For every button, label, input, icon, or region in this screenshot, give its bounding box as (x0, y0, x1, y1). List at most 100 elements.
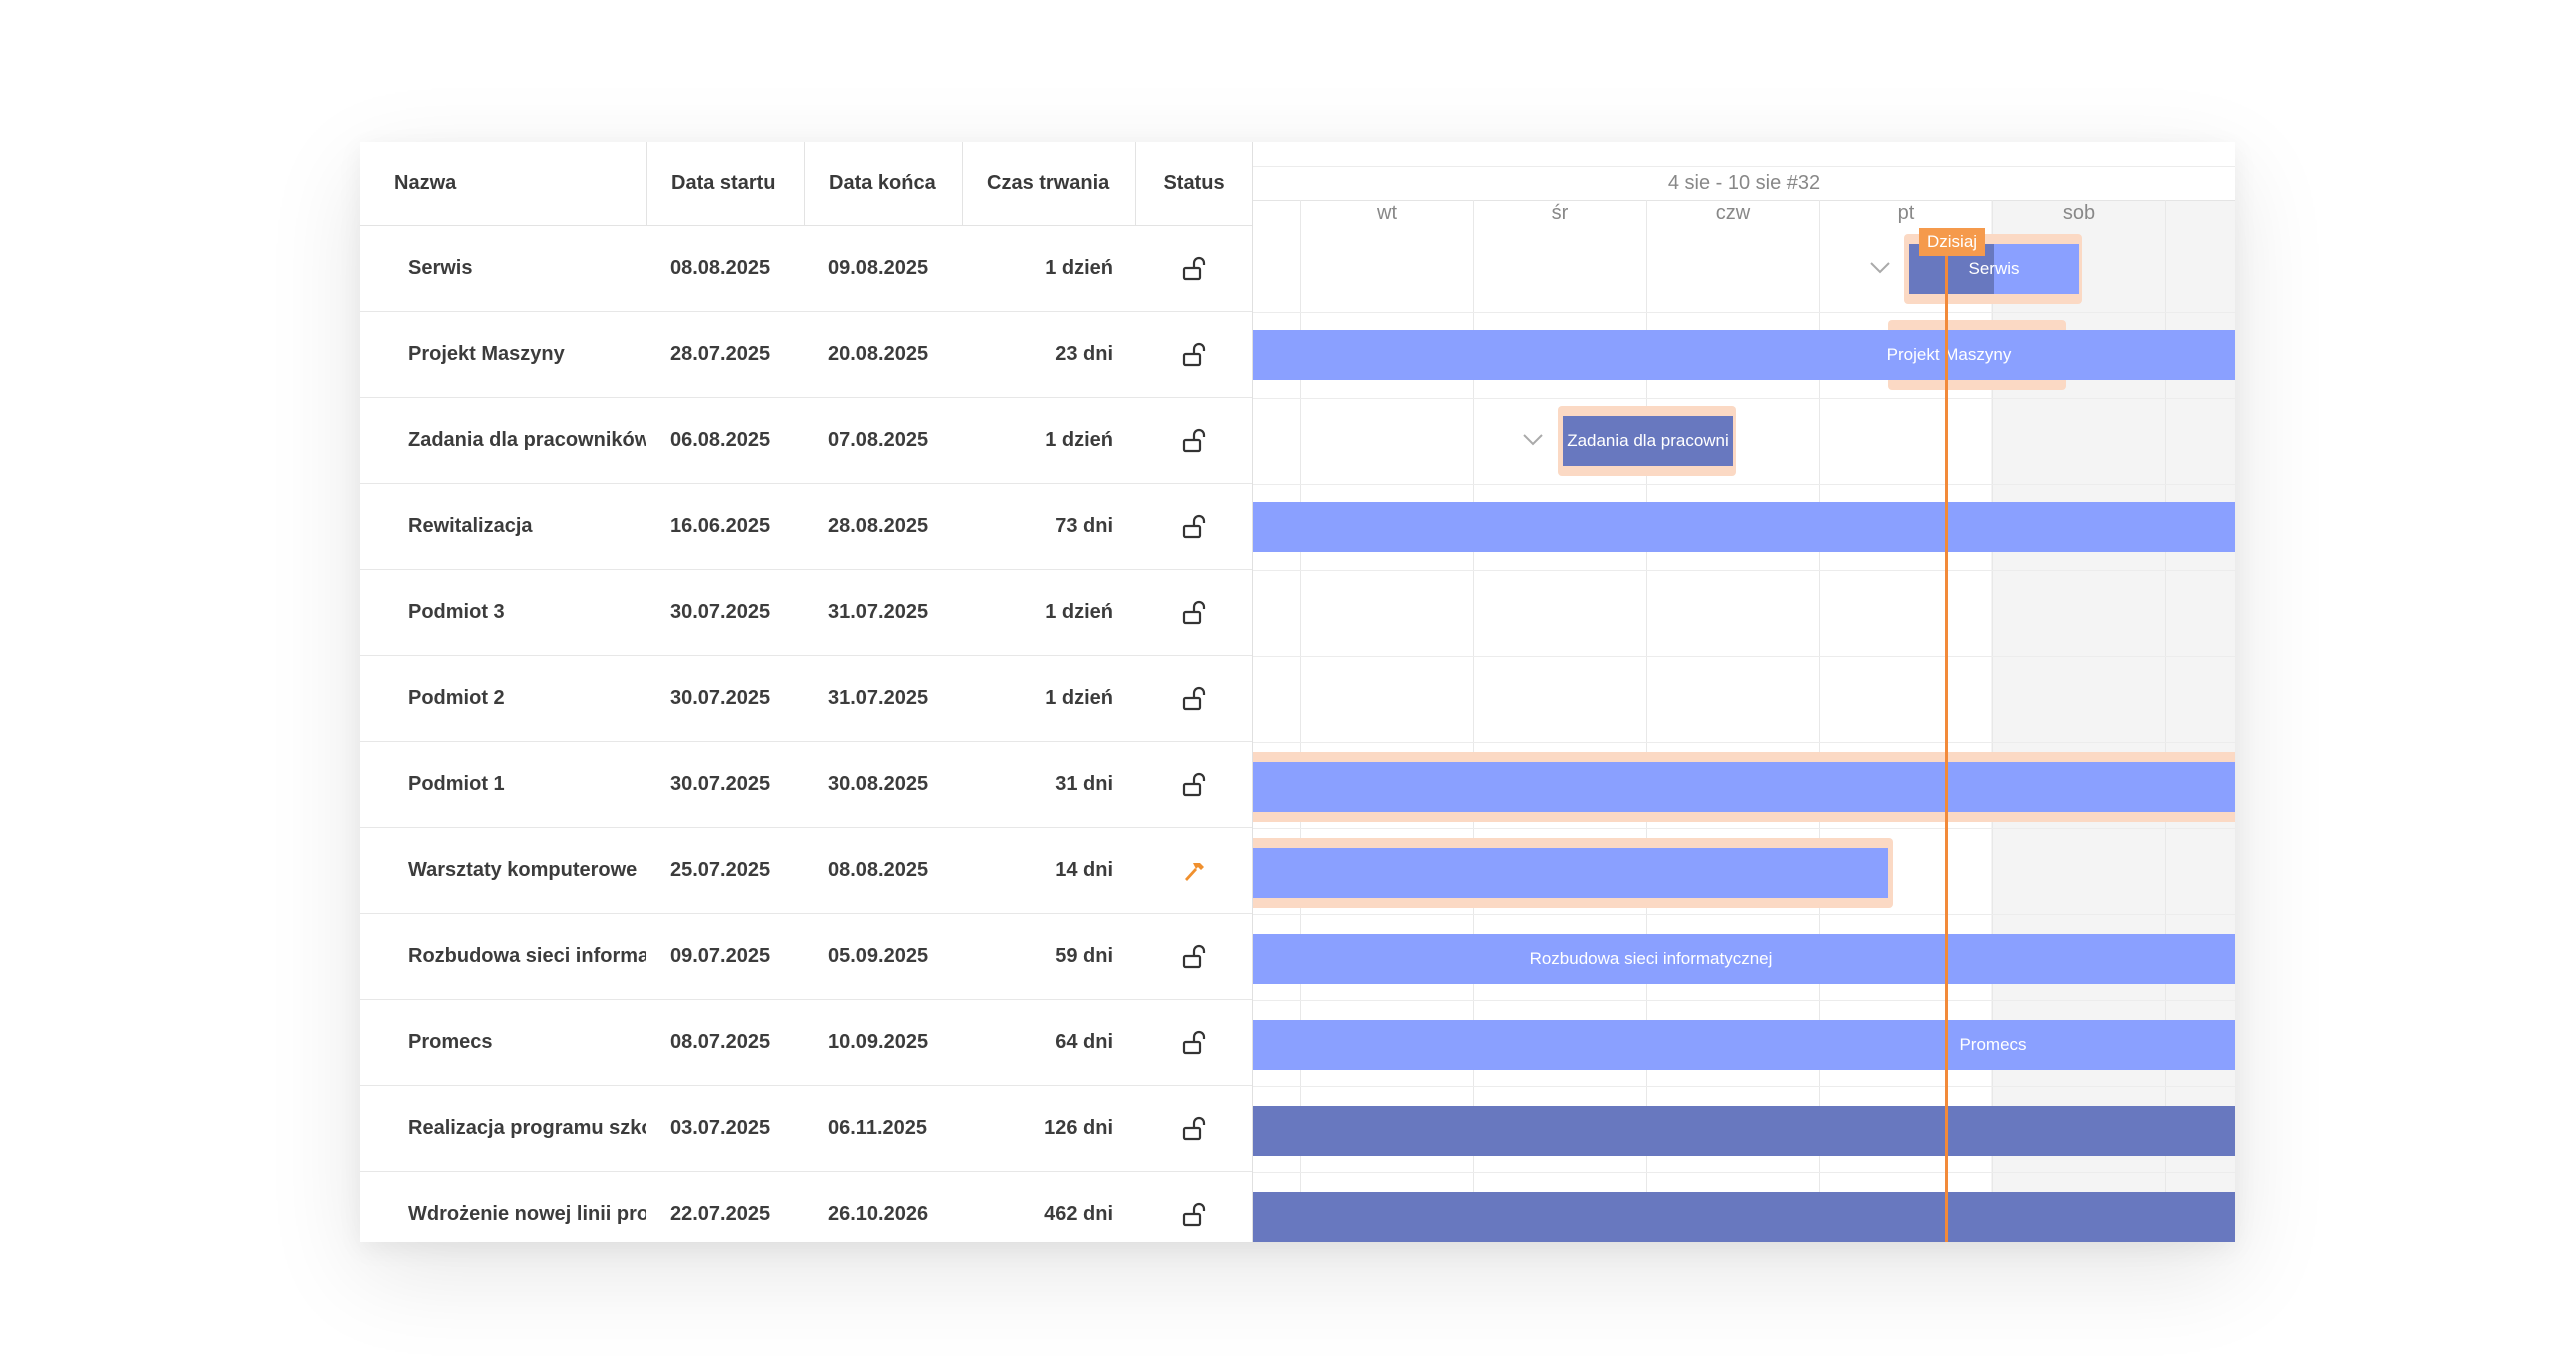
unlock-icon[interactable] (1180, 341, 1208, 369)
table-row[interactable]: Warsztaty komputerowe 25.07.2025 08.08.202… (360, 828, 1252, 914)
task-name-cell[interactable]: Warsztaty komputerowe (360, 828, 646, 913)
duration-cell[interactable]: 126 dni (1044, 1117, 1113, 1139)
table-row[interactable]: Rewitalizacja 16.06.2025 28.08.2025 73 dni (360, 484, 1252, 570)
end-date-cell[interactable]: 08.08.2025 (828, 859, 929, 881)
unlock-icon[interactable] (1180, 1115, 1208, 1143)
end-date-cell[interactable]: 07.08.2025 (828, 429, 929, 451)
column-header-end[interactable]: Data końca (804, 142, 962, 225)
end-date-cell[interactable]: 05.09.2025 (828, 945, 929, 967)
column-header-status[interactable]: Status (1135, 142, 1252, 225)
task-name-cell[interactable]: Promecs (360, 1000, 646, 1085)
end-date-cell[interactable]: 10.09.2025 (828, 1031, 929, 1053)
start-date-cell[interactable]: 03.07.2025 (670, 1117, 771, 1139)
unlock-icon[interactable] (1180, 599, 1208, 627)
duration-cell[interactable]: 462 dni (1044, 1203, 1113, 1225)
end-date-cell[interactable]: 30.08.2025 (828, 773, 929, 795)
end-date-cell[interactable]: 31.07.2025 (828, 601, 929, 623)
duration-cell[interactable]: 14 dni (1055, 859, 1113, 881)
status-cell[interactable] (1135, 484, 1252, 569)
task-bar-rewitalizacja[interactable] (1253, 502, 2235, 552)
unlock-icon[interactable] (1180, 685, 1208, 713)
start-date-cell[interactable]: 06.08.2025 (670, 429, 771, 451)
task-name-cell[interactable]: Rozbudowa sieci informatycznej (360, 914, 646, 999)
task-name-cell[interactable]: Wdrożenie nowej linii produkcyjnej (360, 1172, 646, 1242)
task-bar-zadania[interactable]: Zadania dla pracowni (1563, 416, 1733, 466)
table-row[interactable]: Promecs 08.07.2025 10.09.2025 64 dni (360, 1000, 1252, 1086)
status-cell[interactable] (1135, 570, 1252, 655)
status-cell[interactable] (1135, 226, 1252, 311)
end-date-cell[interactable]: 09.08.2025 (828, 257, 929, 279)
task-name-cell[interactable]: Podmiot 1 (360, 742, 646, 827)
duration-cell[interactable]: 23 dni (1055, 343, 1113, 365)
duration-cell[interactable]: 1 dzień (1045, 601, 1113, 623)
table-row[interactable]: Podmiot 1 30.07.2025 30.08.2025 31 dni (360, 742, 1252, 828)
duration-cell[interactable]: 31 dni (1055, 773, 1113, 795)
start-date-cell[interactable]: 16.06.2025 (670, 515, 771, 537)
task-name-cell[interactable]: Podmiot 2 (360, 656, 646, 741)
table-row[interactable]: Rozbudowa sieci informatycznej 09.07.2025… (360, 914, 1252, 1000)
unlock-icon[interactable] (1180, 1029, 1208, 1057)
chevron-down-icon[interactable] (1522, 433, 1544, 447)
chevron-down-icon[interactable] (1869, 261, 1891, 275)
table-row[interactable]: Projekt Maszyny 28.07.2025 20.08.2025 23 dn… (360, 312, 1252, 398)
start-date-cell[interactable]: 08.07.2025 (670, 1031, 771, 1053)
unlock-icon[interactable] (1180, 771, 1208, 799)
table-row[interactable]: Serwis 08.08.2025 09.08.2025 1 dzień (360, 226, 1252, 312)
status-cell[interactable] (1135, 1172, 1252, 1242)
status-cell[interactable] (1135, 398, 1252, 483)
task-bar-promecs[interactable]: Promecs (1253, 1020, 2235, 1070)
duration-cell[interactable]: 1 dzień (1045, 429, 1113, 451)
column-header-start[interactable]: Data startu (646, 142, 804, 225)
column-header-name[interactable]: Nazwa (394, 172, 457, 194)
status-cell[interactable] (1135, 742, 1252, 827)
task-bar-projekt-maszyny[interactable]: Projekt Maszyny (1253, 330, 2235, 380)
unlock-icon[interactable] (1180, 255, 1208, 283)
hammer-icon[interactable] (1180, 857, 1208, 885)
table-row[interactable]: Podmiot 2 30.07.2025 31.07.2025 1 dzień (360, 656, 1252, 742)
duration-cell[interactable]: 1 dzień (1045, 687, 1113, 709)
duration-cell[interactable]: 59 dni (1055, 945, 1113, 967)
end-date-cell[interactable]: 26.10.2026 (828, 1203, 929, 1225)
status-cell[interactable] (1135, 828, 1252, 913)
task-bar-realizacja[interactable] (1253, 1106, 2235, 1156)
table-row[interactable]: Podmiot 3 30.07.2025 31.07.2025 1 dzień (360, 570, 1252, 656)
status-cell[interactable] (1135, 656, 1252, 741)
task-bar-rozbudowa[interactable]: Rozbudowa sieci informatycznej (1253, 934, 2235, 984)
duration-cell[interactable]: 1 dzień (1045, 257, 1113, 279)
task-name-cell[interactable]: Realizacja programu szkoleń (360, 1086, 646, 1171)
start-date-cell[interactable]: 08.08.2025 (670, 257, 771, 279)
start-date-cell[interactable]: 30.07.2025 (670, 773, 771, 795)
status-cell[interactable] (1135, 312, 1252, 397)
task-name-cell[interactable]: Zadania dla pracowników (360, 398, 646, 483)
duration-cell[interactable]: 64 dni (1055, 1031, 1113, 1053)
table-row[interactable]: Zadania dla pracowników 06.08.2025 07.08.2… (360, 398, 1252, 484)
end-date-cell[interactable]: 20.08.2025 (828, 343, 929, 365)
end-date-cell[interactable]: 28.08.2025 (828, 515, 929, 537)
start-date-cell[interactable]: 09.07.2025 (670, 945, 771, 967)
task-bar-podmiot-1[interactable] (1253, 762, 2235, 812)
task-name-cell[interactable]: Rewitalizacja (360, 484, 646, 569)
task-name-cell[interactable]: Projekt Maszyny (360, 312, 646, 397)
end-date-cell[interactable]: 06.11.2025 (828, 1117, 927, 1139)
unlock-icon[interactable] (1180, 513, 1208, 541)
start-date-cell[interactable]: 30.07.2025 (670, 687, 771, 709)
task-bar-wdrozenie[interactable] (1253, 1192, 2235, 1242)
start-date-cell[interactable]: 22.07.2025 (670, 1203, 771, 1225)
task-name-cell[interactable]: Serwis (360, 226, 646, 311)
task-name-cell[interactable]: Podmiot 3 (360, 570, 646, 655)
start-date-cell[interactable]: 28.07.2025 (670, 343, 771, 365)
task-bar-warsztaty[interactable] (1253, 848, 1888, 898)
table-row[interactable]: Wdrożenie nowej linii produkcyjnej 22.07.… (360, 1172, 1252, 1242)
unlock-icon[interactable] (1180, 1201, 1208, 1229)
start-date-cell[interactable]: 30.07.2025 (670, 601, 771, 623)
start-date-cell[interactable]: 25.07.2025 (670, 859, 771, 881)
unlock-icon[interactable] (1180, 943, 1208, 971)
column-header-duration[interactable]: Czas trwania (962, 142, 1135, 225)
duration-cell[interactable]: 73 dni (1055, 515, 1113, 537)
status-cell[interactable] (1135, 1086, 1252, 1171)
end-date-cell[interactable]: 31.07.2025 (828, 687, 929, 709)
table-row[interactable]: Realizacja programu szkoleń 03.07.2025 06.… (360, 1086, 1252, 1172)
unlock-icon[interactable] (1180, 427, 1208, 455)
status-cell[interactable] (1135, 914, 1252, 999)
status-cell[interactable] (1135, 1000, 1252, 1085)
